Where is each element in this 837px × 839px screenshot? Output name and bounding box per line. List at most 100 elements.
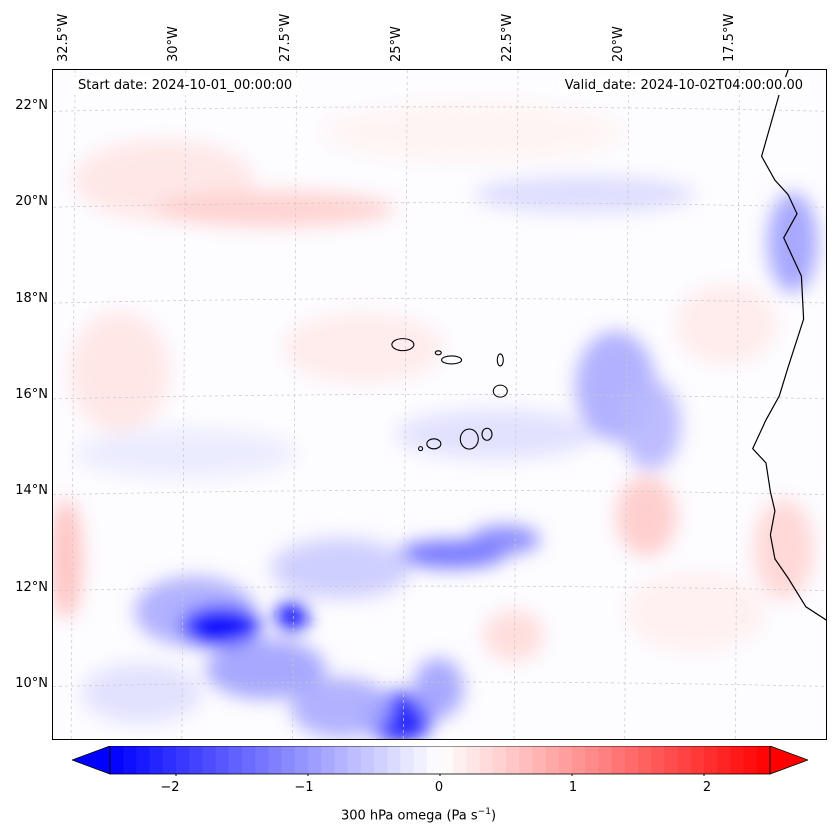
valid-date-label: Valid_date: 2024-10-02T04:00:00.00 bbox=[558, 77, 809, 95]
lat-label-20n: 20°N bbox=[15, 194, 48, 209]
colorbar-label-end: ) bbox=[490, 808, 497, 824]
lon-label-32-5w: 32.5°W bbox=[56, 13, 71, 62]
colorbar-bin bbox=[321, 746, 335, 774]
omega-blob bbox=[413, 658, 464, 719]
island-outline bbox=[459, 428, 479, 450]
colorbar-bin bbox=[242, 746, 256, 774]
omega-blob bbox=[53, 498, 83, 619]
omega-blob bbox=[469, 525, 540, 554]
colorbar-label-main: 300 hPa omega (Pa s bbox=[340, 808, 478, 824]
meridian-line bbox=[624, 70, 630, 739]
lon-label-27-5w: 27.5°W bbox=[278, 13, 293, 62]
omega-blob bbox=[395, 409, 596, 460]
colorbar-bin bbox=[176, 746, 190, 774]
island-outline bbox=[418, 446, 424, 452]
omega-blob bbox=[276, 600, 309, 633]
map-plot-area bbox=[52, 69, 827, 740]
colorbar-bin bbox=[440, 746, 454, 774]
colorbar-bin bbox=[294, 746, 309, 774]
colorbar-extend-max bbox=[769, 746, 808, 775]
parallel-line bbox=[53, 202, 826, 208]
omega-blob bbox=[616, 475, 677, 556]
colorbar-bin bbox=[624, 746, 639, 774]
colorbar-bin bbox=[202, 746, 217, 774]
colorbar-bin bbox=[387, 746, 401, 774]
colorbar-bin bbox=[255, 746, 269, 774]
colorbar-bin bbox=[756, 746, 771, 774]
omega-blob bbox=[81, 663, 202, 724]
colorbar-tick: −1 bbox=[294, 780, 314, 795]
lat-label-10n: 10°N bbox=[15, 676, 48, 691]
colorbar-bin bbox=[558, 746, 573, 774]
omega-blob bbox=[483, 610, 544, 661]
colorbar-bin bbox=[268, 746, 283, 774]
colorbar-bin bbox=[492, 746, 507, 774]
island-outline bbox=[481, 427, 493, 441]
colorbar-bin bbox=[215, 746, 230, 774]
omega-blob bbox=[625, 571, 766, 652]
colorbar-bin bbox=[585, 746, 599, 774]
coastline bbox=[751, 70, 826, 621]
parallel-line bbox=[53, 298, 826, 304]
omega-field bbox=[53, 70, 826, 739]
colorbar-bin bbox=[730, 746, 745, 774]
island-outline bbox=[492, 384, 508, 398]
omega-field-blobs bbox=[53, 102, 818, 739]
colorbar-bin bbox=[400, 746, 415, 774]
lat-label-18n: 18°N bbox=[15, 291, 48, 306]
meridian-line bbox=[292, 70, 297, 739]
colorbar-extend-min bbox=[72, 746, 111, 775]
omega-blob bbox=[283, 312, 443, 383]
colorbar-bin bbox=[413, 746, 428, 774]
omega-blob bbox=[69, 311, 170, 432]
meridian-line bbox=[402, 70, 408, 739]
lon-label-25w: 25°W bbox=[389, 26, 404, 62]
colorbar-bin bbox=[479, 746, 494, 774]
colorbar-bin bbox=[123, 746, 137, 774]
meridian-line bbox=[513, 70, 519, 739]
omega-blob bbox=[753, 499, 814, 600]
colorbar-bin bbox=[136, 746, 151, 774]
omega-blob bbox=[75, 428, 296, 479]
colorbar-bin bbox=[149, 746, 164, 774]
colorbar-bin bbox=[453, 746, 467, 774]
island-outline bbox=[441, 355, 463, 365]
omega-blob bbox=[323, 102, 624, 163]
island-outline bbox=[496, 353, 504, 367]
colorbar-bin bbox=[598, 746, 613, 774]
island-outline bbox=[434, 350, 442, 356]
colorbar-tick: 0 bbox=[434, 780, 444, 795]
colorbar-bin bbox=[532, 746, 547, 774]
lat-label-16n: 16°N bbox=[15, 387, 48, 402]
omega-blob bbox=[676, 284, 777, 365]
colorbar-tick: 1 bbox=[568, 780, 578, 795]
omega-blob bbox=[767, 192, 818, 293]
colorbar-bin bbox=[651, 746, 665, 774]
colorbar-bin bbox=[374, 746, 388, 774]
colorbar-tick: −2 bbox=[160, 780, 180, 795]
lon-label-20w: 20°W bbox=[611, 26, 626, 62]
parallel-line bbox=[53, 106, 826, 112]
colorbar-bin bbox=[690, 746, 705, 774]
colorbar-bin bbox=[110, 746, 124, 774]
lat-label-12n: 12°N bbox=[15, 580, 48, 595]
colorbar-label-unit-exp: −1 bbox=[477, 807, 491, 817]
colorbar-bin bbox=[506, 746, 520, 774]
island-outline bbox=[391, 338, 415, 352]
omega-blob bbox=[154, 190, 395, 227]
omega-blob bbox=[205, 639, 326, 700]
meridian-line bbox=[70, 70, 76, 739]
colorbar-bin bbox=[281, 746, 296, 774]
colorbar-bin bbox=[426, 746, 441, 774]
colorbar-bin bbox=[189, 746, 203, 774]
parallel-line bbox=[53, 585, 826, 591]
colorbar-bin bbox=[162, 746, 177, 774]
colorbar bbox=[72, 746, 808, 776]
colorbar-bin bbox=[664, 746, 679, 774]
colorbar-bin bbox=[611, 746, 626, 774]
omega-blob bbox=[474, 176, 695, 213]
lat-label-14n: 14°N bbox=[15, 483, 48, 498]
omega-blob bbox=[290, 677, 391, 738]
start-date-label: Start date: 2024-10-01_00:00:00 bbox=[72, 77, 299, 95]
colorbar-bin bbox=[677, 746, 692, 774]
